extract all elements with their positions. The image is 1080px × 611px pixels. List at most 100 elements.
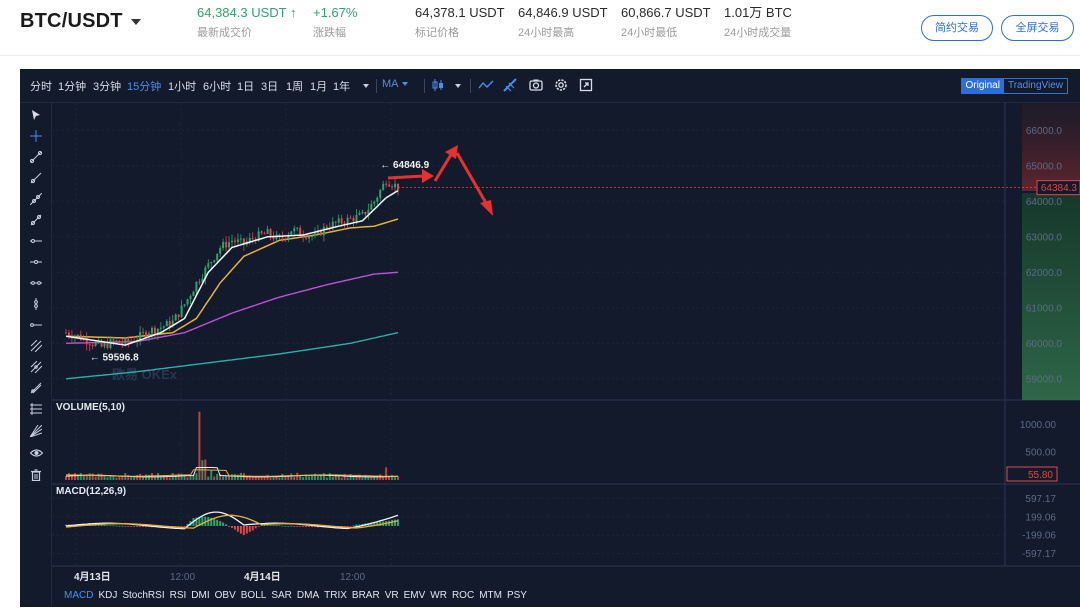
volume-bar bbox=[165, 476, 168, 480]
indicator-tab-rsi[interactable]: RSI bbox=[169, 590, 187, 601]
indicator-tab-kdj[interactable]: KDJ bbox=[98, 590, 118, 601]
volume-bar bbox=[248, 476, 251, 480]
indicator-tab-wr[interactable]: WR bbox=[430, 590, 447, 601]
mode-original-button[interactable]: Original bbox=[961, 79, 1004, 93]
pitchfork-icon[interactable] bbox=[28, 403, 44, 419]
market-header: BTC/USDT 64,384.3 USDT ↑ 最新成交价 +1.67% 涨跌… bbox=[0, 0, 1080, 56]
fib-retracement-icon[interactable] bbox=[28, 339, 44, 356]
arrow-line-icon[interactable] bbox=[28, 319, 44, 335]
pen-tool-icon[interactable] bbox=[502, 77, 518, 93]
volume-bar bbox=[79, 473, 82, 480]
trash-icon[interactable] bbox=[28, 469, 44, 485]
camera-icon[interactable] bbox=[528, 77, 544, 93]
volume-bar bbox=[115, 477, 118, 480]
ray-icon[interactable] bbox=[28, 172, 44, 188]
interval-tab[interactable]: 1分钟 bbox=[58, 81, 87, 93]
volume-bar bbox=[358, 474, 361, 480]
candle-body bbox=[109, 339, 112, 349]
interval-tab[interactable]: 3分钟 bbox=[93, 81, 122, 93]
volume-tag-box bbox=[1006, 466, 1058, 482]
interval-tab[interactable]: 3日 bbox=[261, 81, 279, 93]
indicator-tab-psy[interactable]: PSY bbox=[506, 590, 527, 601]
indicator-tab-stochrsi[interactable]: StochRSI bbox=[122, 590, 165, 601]
indicator-tab-dma[interactable]: DMA bbox=[296, 590, 320, 601]
parallel-channel-icon[interactable] bbox=[28, 214, 44, 230]
price-range-icon[interactable] bbox=[28, 277, 44, 293]
vertical-line-icon[interactable] bbox=[28, 298, 44, 314]
interval-tab[interactable]: 1月 bbox=[310, 81, 328, 93]
candle-body bbox=[325, 226, 328, 229]
candle-body bbox=[192, 291, 195, 297]
simple-trade-button[interactable]: 简约交易 bbox=[921, 15, 993, 41]
ma-line-white bbox=[65, 190, 399, 346]
indicator-tab-macd[interactable]: MACD bbox=[64, 590, 94, 601]
interval-tab[interactable]: 1小时 bbox=[168, 81, 197, 93]
settings-icon[interactable] bbox=[553, 77, 569, 93]
annotation-arrow-down bbox=[455, 152, 488, 204]
fib-fan-icon[interactable] bbox=[28, 360, 44, 377]
pair-selector[interactable]: BTC/USDT bbox=[20, 10, 141, 33]
indicator-tab-roc[interactable]: ROC bbox=[451, 590, 475, 601]
macd-histogram-bar bbox=[373, 522, 376, 526]
macd-histogram-bar bbox=[257, 526, 260, 527]
extended-line-icon[interactable] bbox=[28, 192, 44, 209]
crosshair-icon[interactable] bbox=[28, 130, 44, 146]
macd-histogram-bar bbox=[272, 525, 275, 526]
macd-histogram-bar bbox=[397, 519, 399, 526]
macd-histogram-bar bbox=[281, 525, 284, 527]
indicator-tab-boll[interactable]: BOLL bbox=[240, 590, 267, 601]
indicator-tab-dmi[interactable]: DMI bbox=[191, 590, 210, 601]
price-tick-label: 65000.0 bbox=[1026, 161, 1063, 172]
volume-bar bbox=[168, 477, 171, 480]
eye-icon[interactable] bbox=[28, 447, 44, 463]
macd-histogram-bar bbox=[186, 523, 189, 526]
candle-type-icon[interactable] bbox=[430, 77, 446, 93]
volume-bar bbox=[305, 474, 308, 480]
interval-tab[interactable]: 1日 bbox=[237, 81, 255, 93]
price-tick-label: 62000.0 bbox=[1026, 268, 1063, 279]
chevron-down-icon[interactable] bbox=[356, 77, 372, 93]
annotation-arrowhead bbox=[422, 169, 434, 183]
candle-body bbox=[233, 240, 236, 243]
indicator-tab-obv[interactable]: OBV bbox=[214, 590, 236, 601]
indicator-tab-emv[interactable]: EMV bbox=[403, 590, 426, 601]
horizontal-line-icon[interactable] bbox=[28, 235, 44, 251]
candle-body bbox=[165, 321, 168, 327]
macd-histogram-bar bbox=[278, 525, 281, 527]
volume-bar bbox=[251, 476, 254, 480]
indicator-tab-trix[interactable]: TRIX bbox=[324, 590, 347, 601]
candle-body bbox=[311, 235, 314, 237]
volume-bar bbox=[370, 477, 373, 480]
mode-tradingview-button[interactable]: TradingView bbox=[1007, 80, 1063, 91]
volume-bar bbox=[355, 474, 358, 480]
macd-histogram-bar bbox=[219, 521, 222, 526]
fullscreen-icon[interactable] bbox=[578, 77, 594, 93]
candle-body bbox=[115, 340, 118, 342]
line-tool-icon[interactable] bbox=[478, 77, 494, 93]
interval-tab[interactable]: 分时 bbox=[30, 81, 52, 93]
horizontal-ray-icon[interactable] bbox=[28, 256, 44, 272]
interval-tab[interactable]: 1周 bbox=[286, 81, 304, 93]
volume-bar bbox=[91, 473, 94, 480]
chevron-down-icon[interactable] bbox=[448, 77, 464, 93]
macd-histogram-bar bbox=[216, 519, 219, 526]
fullscreen-trade-button[interactable]: 全屏交易 bbox=[1001, 15, 1074, 41]
interval-tab[interactable]: 1年 bbox=[333, 81, 351, 93]
gann-fan-icon[interactable] bbox=[28, 382, 44, 398]
trend-line-icon[interactable] bbox=[28, 150, 44, 167]
ma-indicator-button[interactable]: MA bbox=[382, 78, 408, 90]
cursor-icon[interactable] bbox=[28, 109, 44, 125]
interval-tab[interactable]: 6小时 bbox=[203, 81, 232, 93]
kline-chart[interactable]: 66000.0 65000.0 64000.0 63000.0 62000.0 61000… bbox=[52, 103, 1080, 589]
ma-label: MA bbox=[382, 78, 399, 90]
indicator-tab-mtm[interactable]: MTM bbox=[479, 590, 502, 601]
indicator-tab-sar[interactable]: SAR bbox=[271, 590, 292, 601]
volume-bar bbox=[340, 477, 343, 480]
gann-box-icon[interactable] bbox=[28, 424, 44, 441]
indicator-tab-vr[interactable]: VR bbox=[384, 590, 399, 601]
interval-tab-active[interactable]: 15分钟 bbox=[127, 81, 162, 93]
macd-histogram-bar bbox=[251, 526, 254, 531]
indicator-tab-brar[interactable]: BRAR bbox=[351, 590, 380, 601]
volume-bar bbox=[346, 477, 349, 480]
volume-bar bbox=[106, 477, 109, 480]
